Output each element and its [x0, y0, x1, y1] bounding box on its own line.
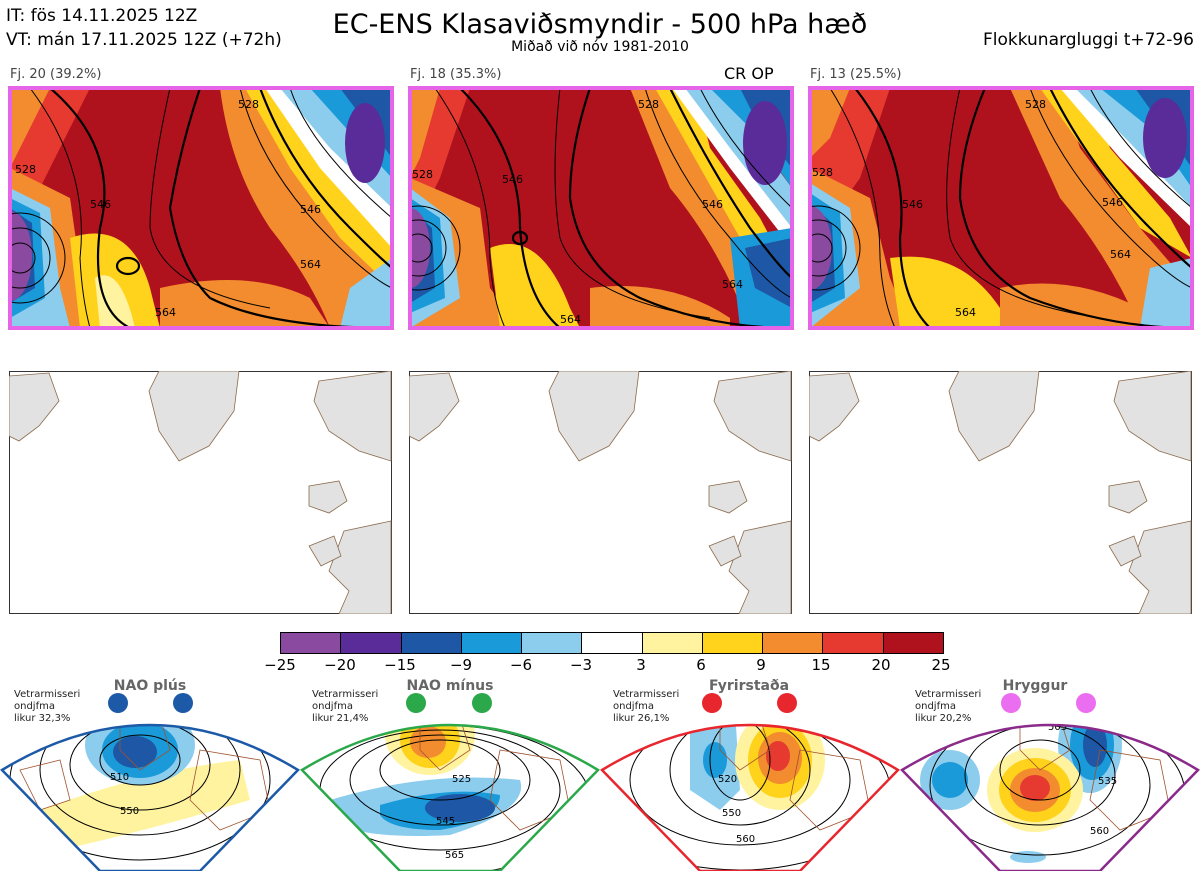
- scale-swatch: [582, 633, 643, 653]
- regime-3-title: Fyrirstaða: [708, 678, 790, 694]
- contour-label: 564: [155, 306, 176, 319]
- scale-swatch: [461, 633, 523, 653]
- scale-swatch: [702, 633, 764, 653]
- base-map-3: [809, 371, 1192, 614]
- contour-label: 528: [638, 98, 659, 111]
- contour-label: 528: [238, 98, 259, 111]
- cluster-1-label: Fj. 20 (39.2%): [10, 67, 102, 82]
- regime-3-info: Vetrarmisseri ondjfma likur 26,1%: [613, 689, 680, 724]
- contour-label: 550: [722, 808, 741, 819]
- regime-1-map: 510 550: [0, 693, 300, 871]
- contour-label: 546: [902, 198, 923, 211]
- base-map-1: [9, 371, 392, 614]
- scale-swatch: [823, 633, 884, 653]
- cluster-3-label: Fj. 13 (25.5%): [810, 67, 902, 82]
- initial-time: IT: fös 14.11.2025 12Z: [6, 6, 198, 26]
- contour-label: 525: [452, 774, 471, 785]
- contour-label: 565: [445, 850, 464, 861]
- regime-4-info: Vetrarmisseri ondjfma likur 20,2%: [915, 689, 982, 724]
- scale-swatch: [883, 633, 943, 653]
- contour-label: 535: [1098, 776, 1117, 787]
- scale-swatch: [642, 633, 703, 653]
- contour-label: 528: [1025, 98, 1046, 111]
- page-title: EC-ENS Klasaviðsmyndir - 500 hPa hæð: [332, 9, 868, 40]
- cluster-2-crop-label: CR OP: [724, 64, 774, 83]
- contour-label: 546: [502, 173, 523, 186]
- scale-tick: 3: [636, 656, 646, 674]
- contour-label: 560: [736, 834, 755, 845]
- scale-swatch: [341, 633, 402, 653]
- contour-label: 545: [436, 816, 455, 827]
- regime-1-info: Vetrarmisseri ondjfma likur 32,3%: [14, 689, 81, 724]
- contour-label: 550: [120, 806, 139, 817]
- scale-tick: −3: [569, 656, 593, 674]
- scale-swatch: [522, 633, 583, 653]
- scale-tick: −25: [264, 656, 296, 674]
- scale-tick: 6: [696, 656, 706, 674]
- contour-label: 564: [955, 306, 976, 319]
- contour-label: 505: [1048, 722, 1067, 733]
- contour-label: 564: [1110, 248, 1131, 261]
- contour-label: 528: [15, 163, 36, 176]
- scale-tick: 20: [871, 656, 891, 674]
- contour-label: 546: [300, 203, 321, 216]
- cluster-1-map: 546 528 546 564 564 528: [8, 86, 394, 330]
- regime-3-map: 520 550 560: [600, 693, 900, 871]
- classification-window: Flokkunargluggi t+72-96: [982, 30, 1194, 50]
- scale-tick: 9: [756, 656, 766, 674]
- scale-tick: −20: [324, 656, 356, 674]
- cluster-2-label: Fj. 18 (35.3%): [410, 67, 502, 82]
- contour-label: 546: [90, 198, 111, 211]
- cluster-2-map: 546 528 546 564 564 528: [408, 86, 794, 330]
- regime-4-title: Hryggur: [1002, 678, 1068, 694]
- regime-1-title: NAO plús: [113, 678, 187, 694]
- scale-tick: −9: [449, 656, 473, 674]
- valid-time: VT: mán 17.11.2025 12Z (+72h): [6, 30, 282, 50]
- scale-tick: −6: [509, 656, 533, 674]
- contour-label: 510: [110, 772, 129, 783]
- regime-4-map: 505 535 560: [900, 693, 1200, 871]
- contour-label: 564: [722, 278, 743, 291]
- scale-swatch: [763, 633, 824, 653]
- scale-tick: −15: [384, 656, 416, 674]
- scale-swatch: [281, 633, 342, 653]
- base-map-2: [409, 371, 792, 614]
- scale-swatch: [401, 633, 462, 653]
- contour-label: 564: [560, 313, 581, 326]
- contour-label: 560: [1090, 826, 1109, 837]
- color-scale-bar: [280, 632, 944, 654]
- contour-label: 546: [702, 198, 723, 211]
- contour-label: 528: [412, 168, 433, 181]
- scale-tick: 25: [931, 656, 951, 674]
- contour-label: 564: [300, 258, 321, 271]
- regime-2-info: Vetrarmisseri ondjfma likur 21,4%: [312, 689, 379, 724]
- cluster-3-map: 546 528 546 564 564 528: [808, 86, 1194, 330]
- regime-2-map: 525 545 565: [300, 693, 600, 871]
- contour-label: 546: [1102, 196, 1123, 209]
- regime-2-title: NAO mínus: [406, 678, 494, 694]
- scale-tick: 15: [811, 656, 831, 674]
- contour-label: 528: [812, 166, 833, 179]
- contour-label: 520: [718, 774, 737, 785]
- page-subtitle: Miðað við nóv 1981-2010: [511, 39, 689, 55]
